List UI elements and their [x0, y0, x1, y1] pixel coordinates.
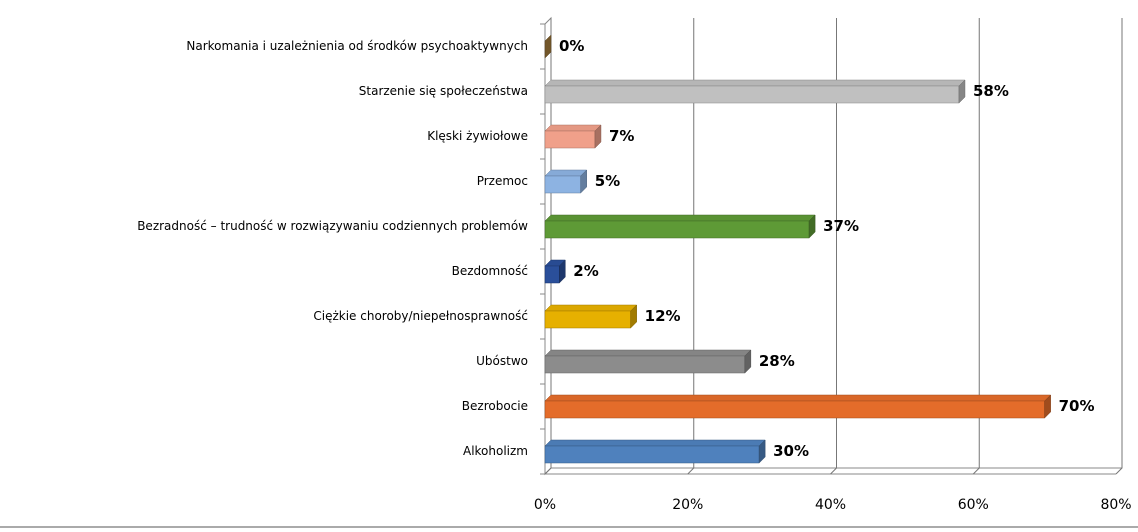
y-tick-label: Klęski żywiołowe [427, 129, 528, 143]
value-label: 30% [773, 442, 809, 460]
y-tick-label: Starzenie się społeczeństwa [359, 84, 528, 98]
x-tick-label: 20% [672, 497, 703, 513]
grid-line [972, 18, 980, 475]
x-tick-label: 60% [958, 497, 989, 513]
y-tick-label: Ciężkie choroby/niepełnosprawność [313, 309, 528, 323]
bar-side [1044, 394, 1051, 419]
bar [544, 220, 810, 239]
bar-side [594, 124, 602, 149]
value-label: 7% [609, 127, 634, 145]
bar-side [808, 214, 816, 239]
bar-side [758, 439, 766, 464]
grid-line [687, 18, 695, 475]
bar-top [544, 214, 816, 222]
value-label: 5% [595, 172, 620, 190]
bar [544, 175, 581, 194]
bar-top [544, 79, 966, 87]
bar-top [544, 349, 752, 357]
bar [544, 445, 760, 464]
bar-side [580, 169, 587, 194]
y-tick-label: Narkomania i uzależnienia od środków psy… [186, 39, 528, 53]
grid-line [544, 18, 552, 475]
bar-side [744, 349, 752, 374]
value-label: 70% [1059, 397, 1095, 415]
bar-top [544, 304, 638, 312]
grid-line [830, 18, 837, 475]
value-label: 58% [973, 82, 1009, 100]
bar-top [544, 124, 602, 132]
bar-top [544, 169, 588, 177]
value-label: 0% [559, 37, 584, 55]
grid-line [1115, 18, 1123, 475]
y-tick-label: Bezradność – trudność w rozwiązywaniu co… [137, 219, 528, 233]
bar [544, 310, 631, 329]
value-label: 28% [759, 352, 795, 370]
y-tick-label: Alkoholizm [463, 444, 528, 458]
bar-side [544, 34, 552, 59]
y-tick-label: Ubóstwo [476, 354, 528, 368]
bar [544, 85, 960, 104]
bar-side [630, 304, 637, 329]
bar-top [544, 439, 766, 447]
bar-top [544, 394, 1052, 402]
x-tick-label: 80% [1100, 497, 1131, 513]
bar-side [958, 79, 966, 104]
y-tick-label: Bezdomność [452, 264, 528, 278]
bar-side [559, 259, 566, 284]
y-tick-label: Przemoc [477, 174, 528, 188]
bar [544, 355, 746, 374]
x-tick-label: 40% [815, 497, 846, 513]
y-tick-label: Bezrobocie [462, 399, 528, 413]
bar [544, 400, 1045, 419]
value-label: 2% [573, 262, 598, 280]
x-tick-label: 0% [534, 497, 556, 513]
value-label: 37% [823, 217, 859, 235]
value-label: 12% [645, 307, 681, 325]
bar [544, 130, 596, 149]
bar [544, 265, 560, 284]
